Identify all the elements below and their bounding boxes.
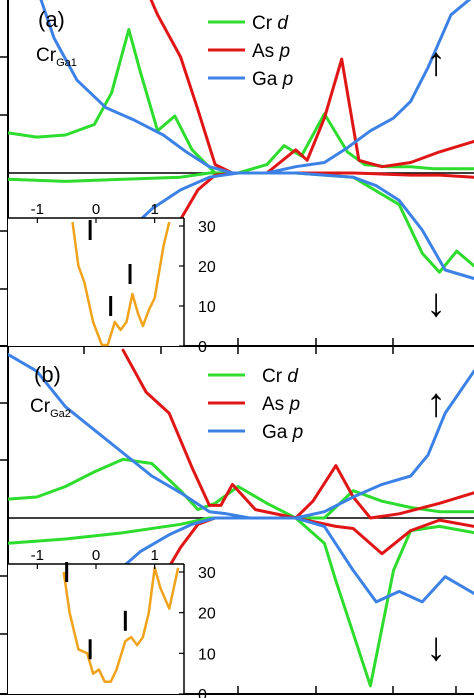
panel-b-spin-down-arrow: ↓ (426, 625, 446, 669)
panel-a-spin-up-arrow: ↑ (426, 40, 446, 84)
inset-b-y-tick-label: 0 (198, 687, 207, 698)
legend-a-as-p-label: As p (252, 41, 290, 62)
panel-a-label: (a) (38, 7, 65, 32)
panel-b-site-label: CrGa2 (30, 396, 71, 420)
panel-b-spin-up-arrow: ↑ (426, 381, 446, 425)
legend-a-cr-d: Cr d (208, 13, 289, 34)
panel-b-y-ticks (0, 402, 8, 635)
legend-b-ga-p: Ga p (208, 422, 303, 443)
panel-b-legend: Cr d As p Ga p (208, 366, 303, 443)
panel-a-site-text: Cr (36, 45, 57, 66)
panel-a-legend: Cr d As p Ga p (208, 13, 293, 90)
panel-a-site-label: CrGa1 (36, 45, 77, 69)
inset-a-x-tick-label: 1 (150, 201, 158, 218)
series-b-as-p-spin-down (161, 516, 474, 579)
panel-b-label: (b) (34, 362, 61, 387)
legend-b-as-p: As p (208, 394, 300, 415)
panel-a-spin-down-arrow: ↓ (426, 281, 446, 325)
series-b-as-p-spin-up (121, 348, 474, 520)
panel-b-top-ticks (83, 346, 394, 354)
series-b-cr-d-spin-down (8, 516, 474, 688)
inset-a-dos-line (71, 221, 171, 347)
inset-b-x-tick-label: 0 (92, 547, 100, 564)
series-a-ga-p-spin-up (39, 0, 472, 175)
inset-a-y-tick-label: 10 (198, 299, 216, 316)
panel-a-y-ticks (0, 56, 8, 290)
inset-a-x-tick-label: -1 (31, 201, 44, 218)
panel-a-inset-bg (8, 218, 184, 346)
inset-b-y-tick-label: 10 (198, 646, 216, 663)
legend-b-ga-p-label: Ga p (262, 422, 303, 443)
inset-a-x-tick-label: 0 (92, 201, 100, 218)
inset-b-x-tick-label: -1 (31, 547, 44, 564)
series-a-as-p-spin-up (149, 0, 474, 175)
legend-b-as-p-label: As p (262, 394, 300, 415)
inset-b-x-tick-label: 1 (150, 547, 158, 564)
legend-b-cr-d-label: Cr d (262, 366, 299, 387)
series-b-ga-p-spin-up (8, 352, 474, 520)
inset-b-y-tick-label: 30 (198, 565, 216, 582)
panel-a-series-group (8, 0, 474, 280)
inset-a-y-tick-label: 0 (198, 339, 207, 356)
legend-a-cr-d-label: Cr d (252, 13, 289, 34)
series-a-as-p-spin-down (179, 171, 474, 221)
inset-b-y-tick-label: 20 (198, 606, 216, 623)
inset-a-y-tick-label: 20 (198, 259, 216, 276)
panel-b-inset-bg (8, 564, 184, 694)
panel-b-site-sub: Ga2 (50, 408, 71, 420)
inset-a-y-tick-label: 30 (198, 219, 216, 236)
series-b-cr-d-spin-up (8, 457, 474, 520)
inset-b-dos-line (62, 566, 180, 684)
legend-a-ga-p-label: Ga p (252, 69, 293, 90)
legend-a-ga-p: Ga p (208, 69, 293, 90)
panel-a-site-sub: Ga1 (56, 57, 77, 69)
legend-a-as-p: As p (208, 41, 290, 62)
legend-b-cr-d: Cr d (208, 366, 299, 387)
panel-b-series-group (8, 348, 474, 688)
series-b-ga-p-spin-down (110, 516, 474, 604)
series-a-ga-p-spin-down (121, 171, 474, 280)
panel-b-site-text: Cr (30, 396, 51, 417)
